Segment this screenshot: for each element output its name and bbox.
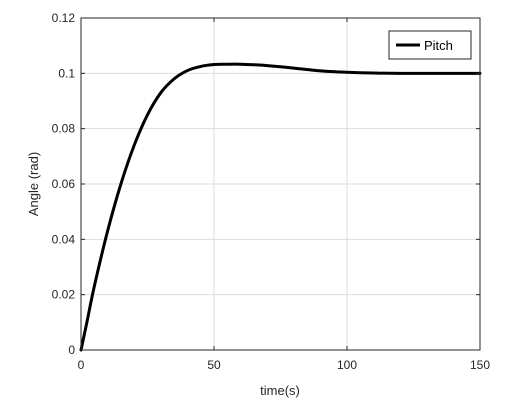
y-tick-label: 0 — [68, 343, 75, 357]
legend-label: Pitch — [424, 38, 453, 53]
x-tick-label: 150 — [470, 358, 490, 372]
legend: Pitch — [388, 30, 472, 60]
x-tick-label: 100 — [337, 358, 357, 372]
y-tick-label: 0.06 — [52, 177, 76, 191]
axis-ticks: 0 50 100 150 0 0.02 0.04 0.06 0.08 0.1 0.12 — [52, 11, 491, 372]
y-tick-label: 0.04 — [52, 232, 76, 246]
series-group — [79, 62, 482, 352]
y-tick-label: 0.02 — [52, 288, 76, 302]
x-axis-label: time(s) — [260, 383, 300, 398]
y-tick-label: 0.12 — [52, 11, 76, 25]
y-tick-label: 0.1 — [58, 66, 75, 80]
y-tick-label: 0.08 — [52, 122, 76, 136]
y-axis-label: Angle (rad) — [26, 152, 41, 216]
x-tick-label: 50 — [207, 358, 221, 372]
series-line-pitch — [79, 62, 482, 352]
x-tick-label: 0 — [78, 358, 85, 372]
